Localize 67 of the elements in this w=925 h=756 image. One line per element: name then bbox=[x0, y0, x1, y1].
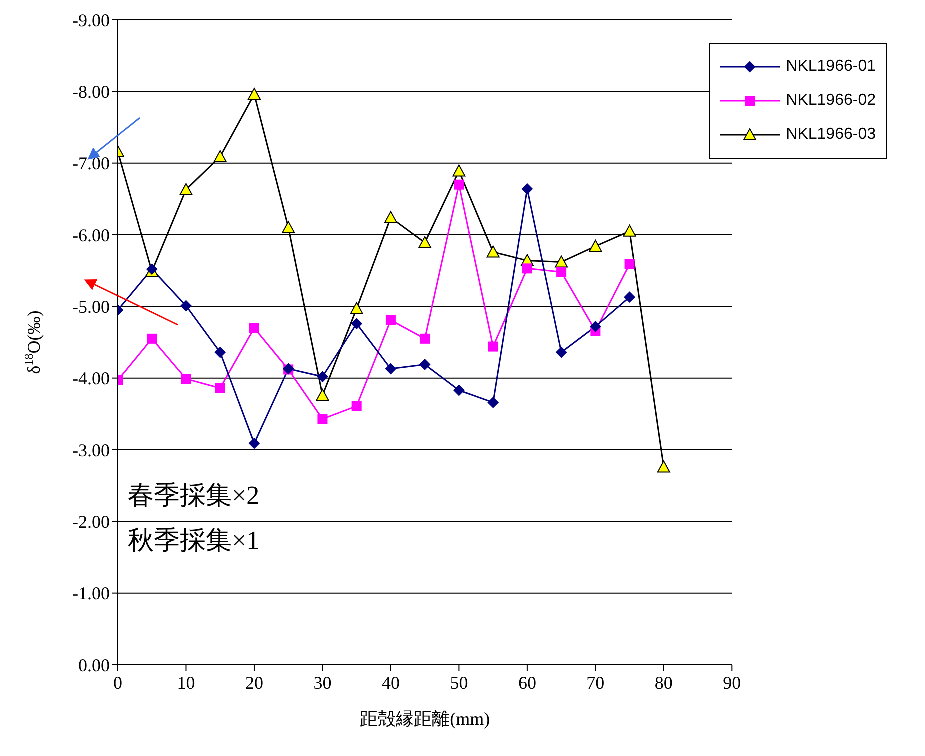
point bbox=[590, 321, 602, 332]
point bbox=[180, 183, 193, 196]
point bbox=[452, 164, 466, 177]
point bbox=[350, 302, 364, 314]
y-tick-label: -8.00 bbox=[72, 82, 110, 102]
point bbox=[385, 364, 396, 375]
point bbox=[146, 264, 158, 275]
y-tick-label: -6.00 bbox=[72, 225, 110, 246]
point bbox=[318, 414, 328, 424]
point bbox=[316, 389, 330, 402]
x-tick-label: 90 bbox=[723, 673, 742, 693]
x-axis-title: 距殻縁距離(mm) bbox=[360, 709, 490, 729]
point bbox=[657, 460, 670, 473]
point bbox=[180, 300, 192, 312]
point bbox=[384, 211, 398, 224]
point bbox=[248, 88, 261, 100]
x-tick-label: 10 bbox=[177, 673, 196, 693]
point bbox=[488, 397, 499, 408]
y-tick-label: -2.00 bbox=[72, 512, 110, 532]
point bbox=[249, 323, 260, 334]
point bbox=[623, 224, 636, 237]
x-tick-label: 30 bbox=[314, 673, 332, 693]
point bbox=[624, 259, 635, 270]
annotation: 秋季採集×1 bbox=[128, 523, 260, 558]
y-tick-label: -4.00 bbox=[72, 368, 110, 389]
point bbox=[556, 267, 567, 278]
point bbox=[522, 184, 533, 195]
x-tick-label: 70 bbox=[586, 673, 605, 693]
point bbox=[420, 334, 430, 344]
x-tick-label: 80 bbox=[654, 673, 673, 693]
point bbox=[486, 246, 500, 258]
x-tick-label: 60 bbox=[518, 673, 536, 693]
point bbox=[555, 256, 568, 268]
annotation: 春季採集×2 bbox=[128, 478, 260, 513]
point bbox=[181, 374, 192, 384]
point bbox=[556, 347, 568, 358]
y-tick-label: -3.00 bbox=[72, 440, 110, 460]
point bbox=[282, 221, 296, 234]
y-tick-label: -7.00 bbox=[72, 154, 110, 174]
point bbox=[351, 318, 362, 330]
x-tick-label: 50 bbox=[450, 673, 468, 693]
point bbox=[522, 264, 532, 274]
point bbox=[352, 401, 362, 412]
point bbox=[214, 347, 226, 358]
x-tick-label: 0 bbox=[114, 673, 122, 693]
point bbox=[147, 334, 158, 344]
legend-label: NKL1966-02 bbox=[786, 92, 876, 110]
x-tick-label: 20 bbox=[245, 673, 264, 693]
point bbox=[317, 371, 328, 382]
y-tick-label: -1.00 bbox=[72, 584, 110, 604]
legend-label: NKL1966-01 bbox=[786, 58, 876, 76]
x-tick-label: 40 bbox=[382, 673, 400, 693]
legend-label: NKL1966-03 bbox=[786, 126, 876, 144]
y-tick-label: -5.00 bbox=[72, 297, 110, 318]
y-tick-label: 0.00 bbox=[78, 655, 110, 676]
point bbox=[589, 240, 602, 252]
y-tick-label: -9.00 bbox=[72, 10, 110, 30]
point bbox=[214, 150, 227, 162]
point bbox=[624, 292, 636, 303]
point bbox=[248, 438, 260, 450]
point bbox=[418, 236, 432, 248]
point bbox=[454, 180, 464, 190]
point bbox=[454, 385, 465, 396]
point bbox=[215, 383, 226, 394]
point bbox=[488, 342, 498, 352]
point bbox=[386, 315, 396, 326]
point bbox=[420, 359, 431, 370]
